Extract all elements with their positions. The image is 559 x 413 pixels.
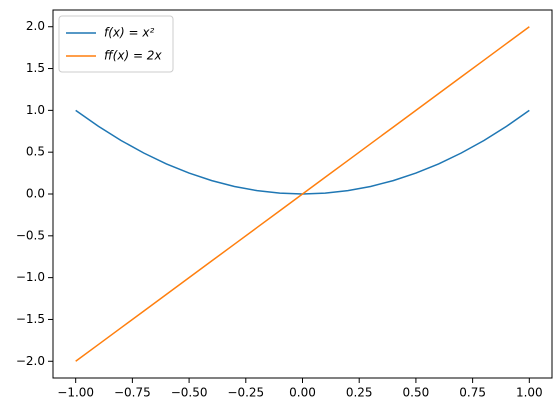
y-tick-label: −0.5 — [16, 228, 45, 242]
y-tick-label: 1.5 — [26, 61, 45, 75]
x-tick-label: −1.00 — [57, 386, 94, 400]
y-tick-label: 2.0 — [26, 19, 45, 33]
y-tick-label: −2.0 — [16, 354, 45, 368]
legend-label: f(x) = x² — [104, 26, 154, 40]
x-tick-label: 0.00 — [289, 386, 316, 400]
y-tick-label: 0.0 — [26, 187, 45, 201]
legend-box — [58, 15, 174, 73]
x-tick-label: −0.50 — [171, 386, 208, 400]
y-tick-label: −1.5 — [16, 312, 45, 326]
x-tick-label: 1.00 — [516, 386, 543, 400]
legend-label: ff(x) = 2x — [104, 49, 162, 63]
y-tick-label: 0.5 — [26, 145, 45, 159]
y-tick-label: −1.0 — [16, 270, 45, 284]
series-line — [75, 26, 530, 362]
x-tick-label: −0.75 — [114, 386, 151, 400]
x-tick-label: 0.50 — [403, 386, 430, 400]
x-tick-label: 0.75 — [459, 386, 486, 400]
series-line — [75, 109, 530, 195]
x-tick-label: 0.25 — [346, 386, 373, 400]
x-tick-label: −0.25 — [227, 386, 264, 400]
y-tick-label: 1.0 — [26, 103, 45, 117]
